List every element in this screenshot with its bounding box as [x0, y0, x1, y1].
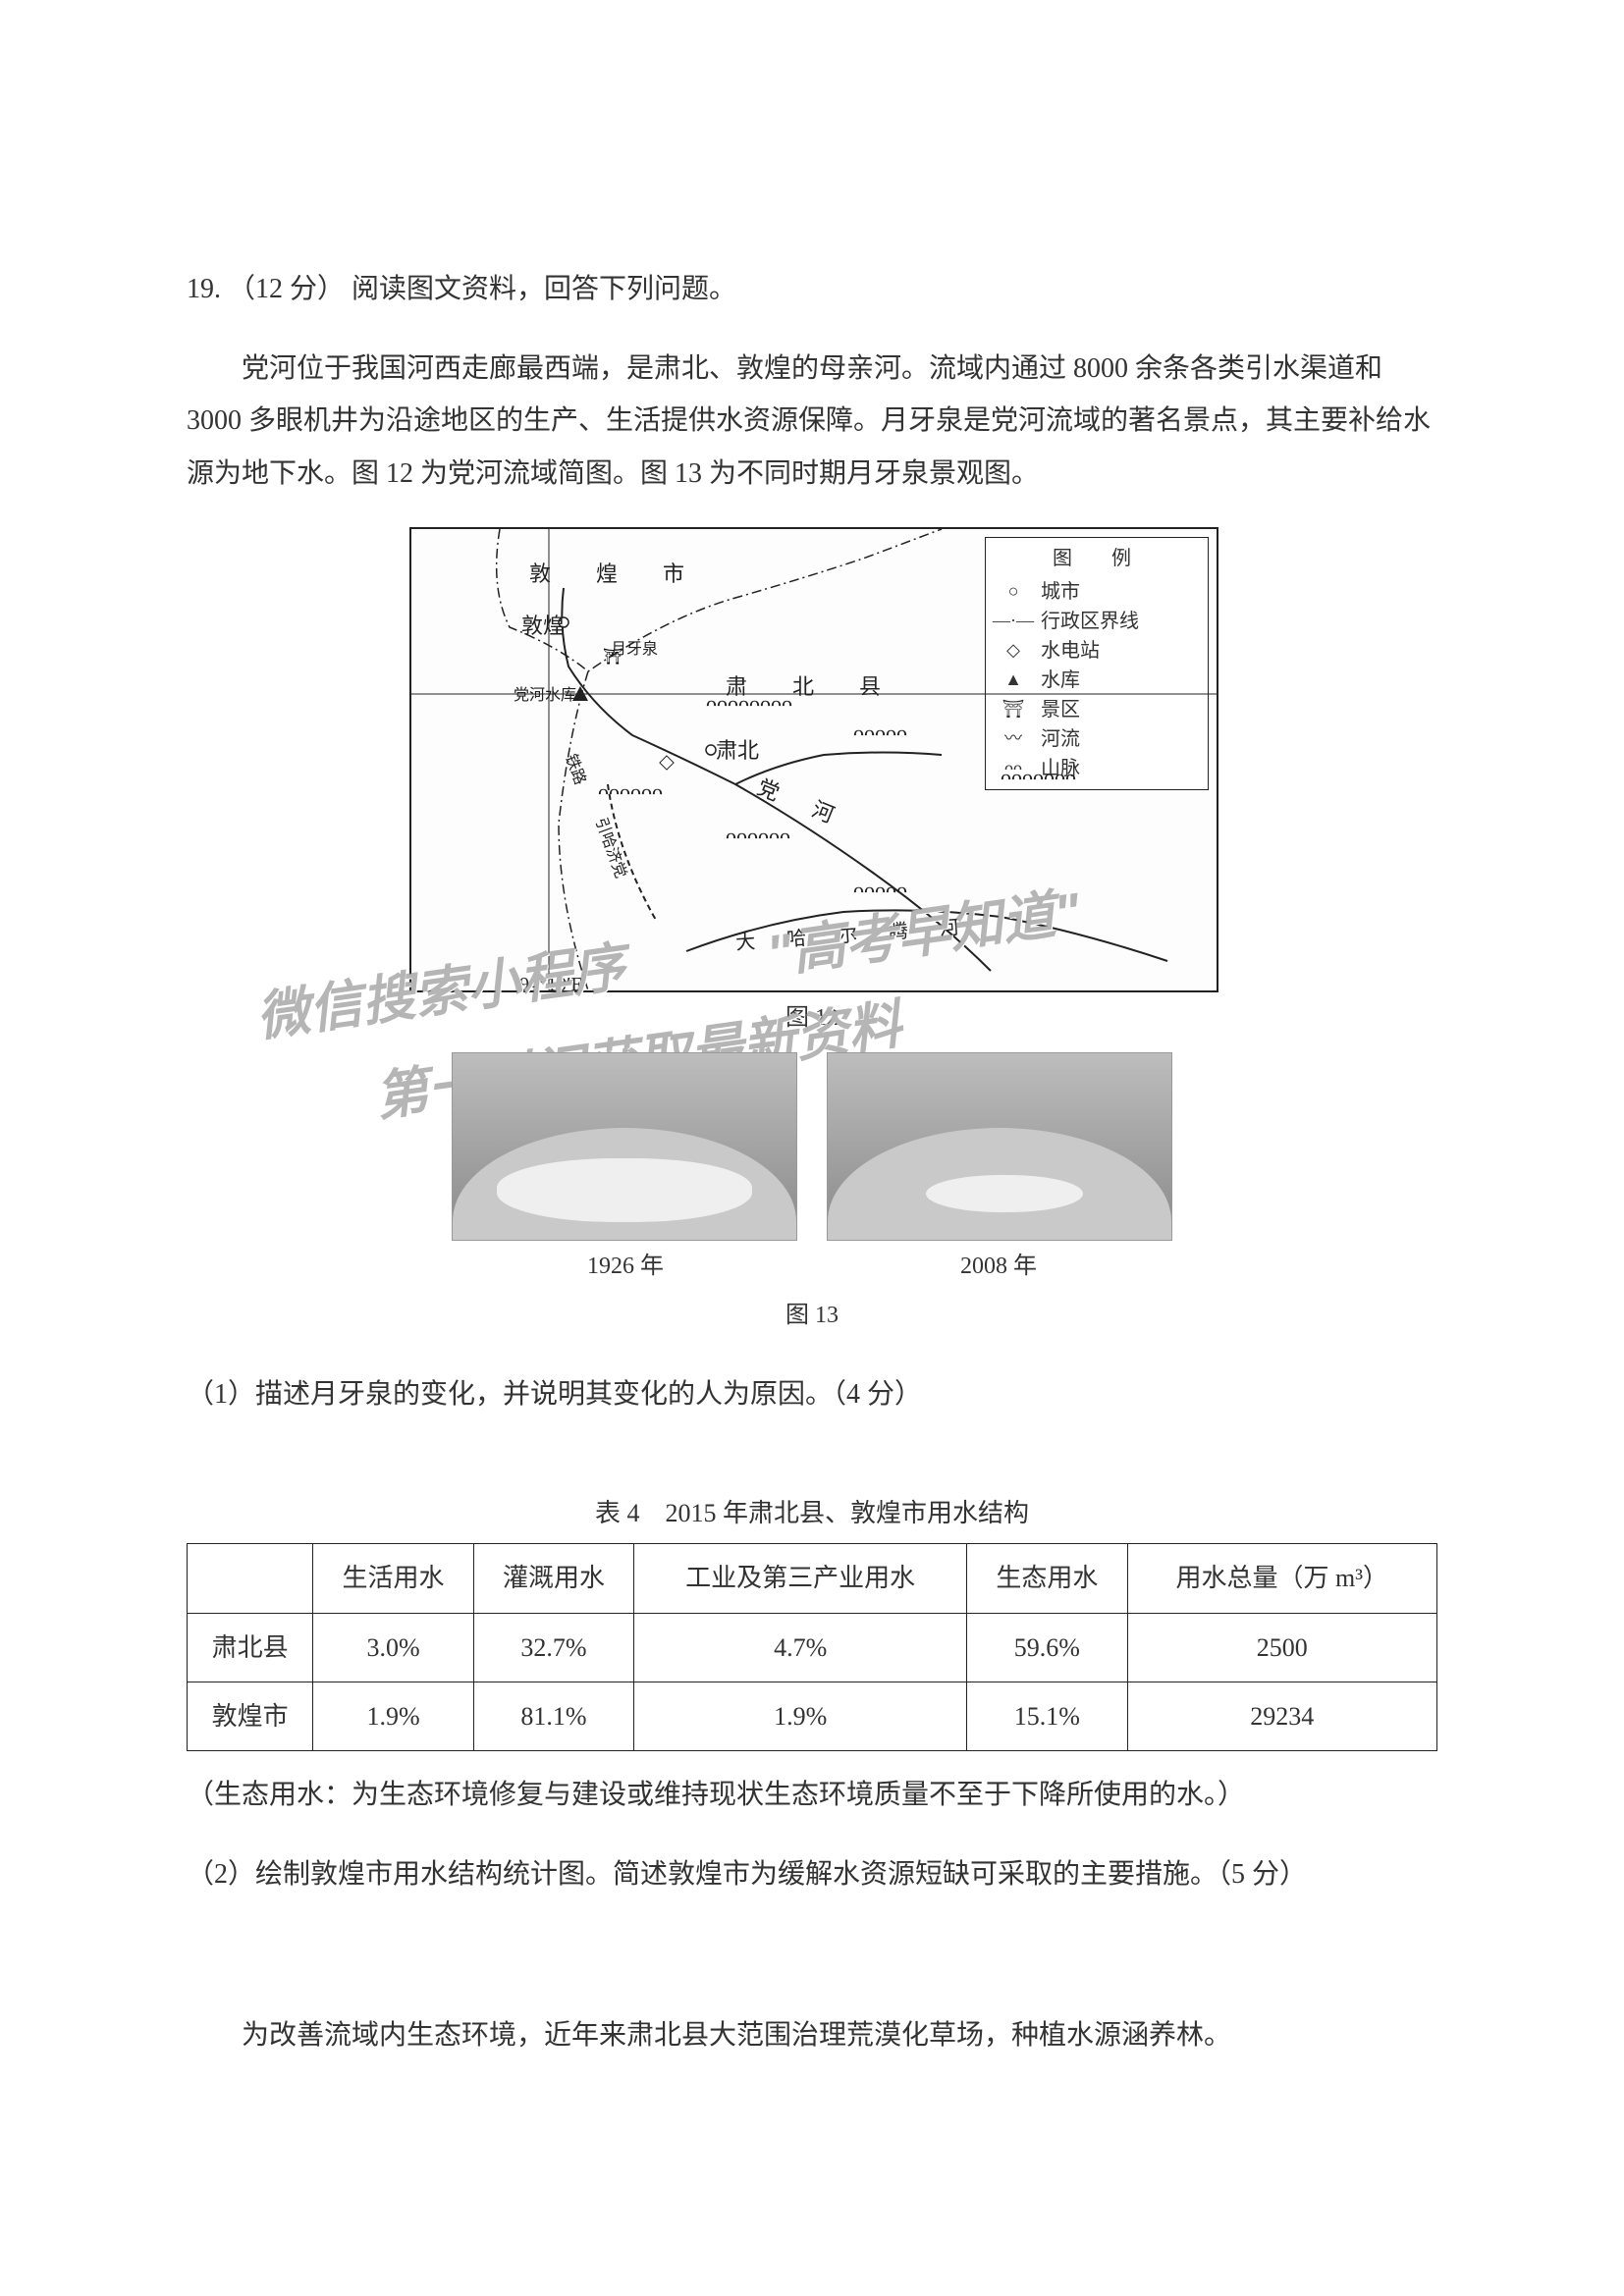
table-col-2: 灌溉用水 [473, 1544, 633, 1613]
question-stem: 阅读图文资料，回答下列问题。 [352, 274, 736, 304]
table-col-3: 工业及第三产业用水 [634, 1544, 967, 1613]
cell: 15.1% [967, 1682, 1127, 1750]
photo-2008 [827, 1052, 1172, 1241]
cell: 3.0% [313, 1613, 473, 1682]
svg-text:ᴖᴖᴖᴖᴖ: ᴖᴖᴖᴖᴖ [853, 878, 907, 902]
sub-question-2: （2）绘制敦煌市用水结构统计图。简述敦煌市为缓解水资源短缺可采取的主要措施。（5… [187, 1848, 1437, 1900]
label-reservoir: 党河水库 [514, 681, 576, 711]
figure-12-caption: 图 12 [409, 996, 1215, 1041]
figure-12-map: 图 例 ○城市 ―·―行政区界线 ◇水电站 ▲水库 ⛩景区 〰河流 ᴖᴖ山脉 [409, 527, 1218, 992]
cell: 81.1% [473, 1682, 633, 1750]
sub-question-1: （1）描述月牙泉的变化，并说明其变化的人为原因。（4 分） [187, 1368, 1437, 1420]
label-lon: 94°10′E [519, 966, 583, 992]
photo-1926-caption: 1926 年 [454, 1245, 797, 1290]
svg-text:ᴖᴖᴖᴖᴖᴖ: ᴖᴖᴖᴖᴖᴖ [598, 779, 663, 804]
figure-13-captions: 1926 年 2008 年 [187, 1245, 1437, 1290]
cell: 59.6% [967, 1613, 1127, 1682]
figure-13-caption: 图 13 [187, 1294, 1437, 1339]
label-yueyaquan: 月牙泉 [611, 635, 658, 665]
label-subei-county: 肃 北 县 [726, 667, 893, 708]
photo-1926 [452, 1052, 797, 1241]
question-number: 19. [187, 274, 221, 304]
figure-12-wrap: 图 例 ○城市 ―·―行政区界线 ◇水电站 ▲水库 ⛩景区 〰河流 ᴖᴖ山脉 [409, 527, 1215, 1041]
table-header-row: 生活用水 灌溉用水 工业及第三产业用水 生态用水 用水总量（万 m³） [188, 1544, 1437, 1613]
label-dunhuang: 敦煌 [521, 606, 565, 647]
eco-water-note: （生态用水：为生态环境修复与建设或维持现状生态环境质量不至于下降所使用的水。） [187, 1769, 1437, 1821]
question-points: （12 分） [228, 274, 345, 304]
cell: 4.7% [634, 1613, 967, 1682]
cell: 2500 [1127, 1613, 1436, 1682]
label-dunhuang-city: 敦 煌 市 [529, 554, 696, 595]
row-name: 敦煌市 [188, 1682, 313, 1750]
cell: 1.9% [634, 1682, 967, 1750]
tail-passage: 为改善流域内生态环境，近年来肃北县大范围治理荒漠化草场，种植水源涵养林。 [187, 2009, 1437, 2061]
table-col-1: 生活用水 [313, 1544, 473, 1613]
cell: 32.7% [473, 1613, 633, 1682]
table-4-title: 表 4 2015 年肃北县、敦煌市用水结构 [187, 1489, 1437, 1537]
svg-text:ᴖᴖᴖᴖᴖᴖ: ᴖᴖᴖᴖᴖᴖ [726, 824, 790, 848]
table-col-4: 生态用水 [967, 1544, 1127, 1613]
table-col-5: 用水总量（万 m³） [1127, 1544, 1436, 1613]
table-row: 肃北县 3.0% 32.7% 4.7% 59.6% 2500 [188, 1613, 1437, 1682]
question-passage: 党河位于我国河西走廊最西端，是肃北、敦煌的母亲河。流域内通过 8000 余条各类… [187, 343, 1437, 500]
question-head: 19. （12 分） 阅读图文资料，回答下列问题。 [187, 263, 1437, 315]
svg-text:ᴖᴖᴖᴖᴖᴖᴖ: ᴖᴖᴖᴖᴖᴖᴖ [1001, 765, 1076, 789]
label-subei: 肃北 [716, 730, 759, 772]
photo-2008-caption: 2008 年 [827, 1245, 1170, 1290]
cell: 1.9% [313, 1682, 473, 1750]
svg-text:ᴖᴖᴖᴖᴖ: ᴖᴖᴖᴖᴖ [853, 721, 907, 745]
exam-page: 19. （12 分） 阅读图文资料，回答下列问题。 党河位于我国河西走廊最西端，… [0, 0, 1624, 2296]
table-col-0 [188, 1544, 313, 1613]
row-name: 肃北县 [188, 1613, 313, 1682]
cell: 29234 [1127, 1682, 1436, 1750]
table-4: 生活用水 灌溉用水 工业及第三产业用水 生态用水 用水总量（万 m³） 肃北县 … [187, 1543, 1437, 1751]
label-lat: 39°52′N [409, 682, 410, 720]
table-row: 敦煌市 1.9% 81.1% 1.9% 15.1% 29234 [188, 1682, 1437, 1750]
figure-13-row [187, 1052, 1437, 1241]
